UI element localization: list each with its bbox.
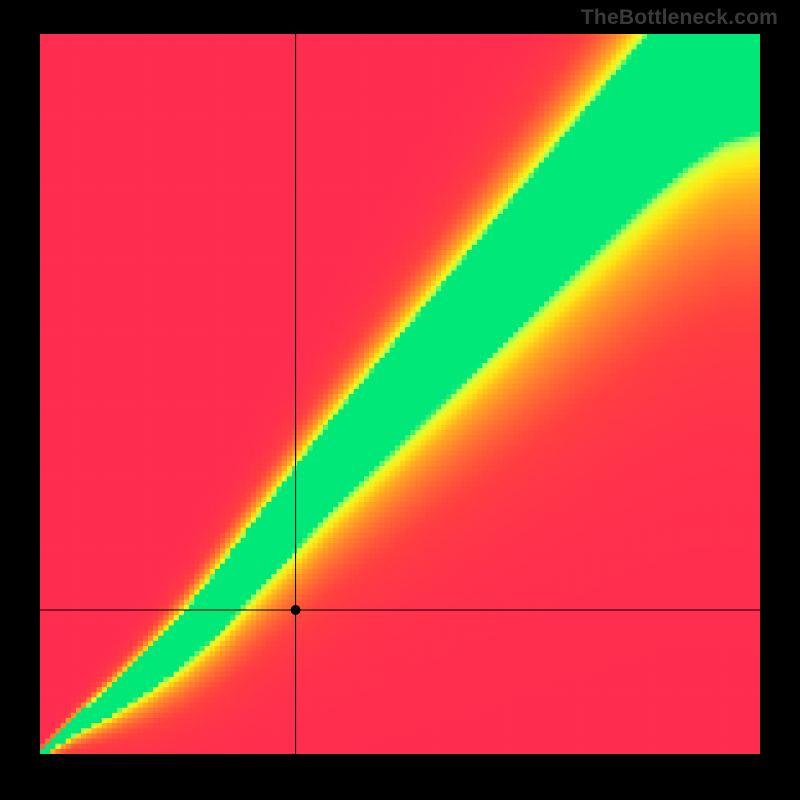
bottleneck-heatmap [40, 34, 760, 754]
heatmap-cells [40, 34, 760, 754]
crosshair-dot [291, 605, 301, 615]
watermark-text: TheBottleneck.com [581, 6, 778, 30]
